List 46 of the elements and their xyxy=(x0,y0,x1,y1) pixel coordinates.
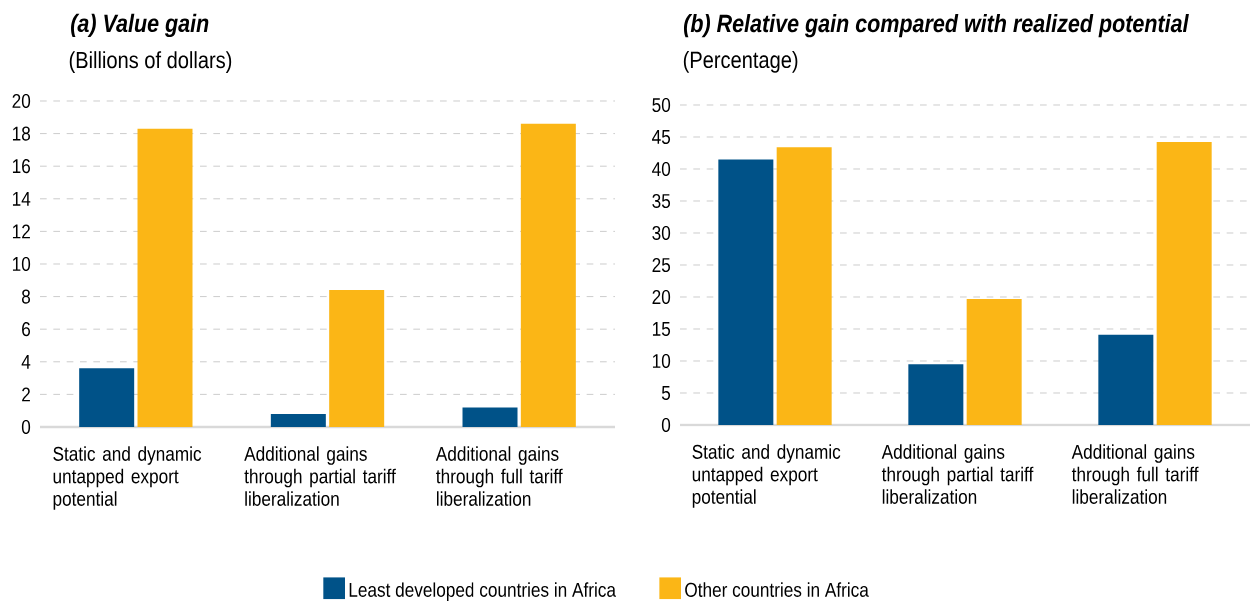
y-tick-label: 20 xyxy=(652,289,671,305)
bar xyxy=(462,407,518,427)
y-tick-label: 45 xyxy=(652,130,671,144)
x-tick-label: Additional gains through full tariff liberalization xyxy=(435,446,563,506)
y-tick-label: 8 xyxy=(21,289,31,304)
y-tick-label: 2 xyxy=(22,387,30,402)
bar xyxy=(270,413,326,427)
y-tick-label: 50 xyxy=(652,97,671,113)
x-tick-label: Additional gains through partial tariff liberalization xyxy=(881,444,1034,504)
y-tick-label: 14 xyxy=(12,191,31,206)
y-tick-label: 5 xyxy=(661,386,671,400)
bar xyxy=(908,364,964,425)
bar xyxy=(776,147,832,425)
y-tick-label: 15 xyxy=(652,322,671,336)
x-tick-label: Additional gains through full tariff liberalization xyxy=(1071,444,1199,504)
y-tick-label: 10 xyxy=(12,256,31,272)
y-tick-label: 0 xyxy=(661,417,671,433)
y-tick-label: 25 xyxy=(652,257,671,273)
chart-subtitle: (Billions of dollars) xyxy=(69,51,232,73)
y-tick-label: 0 xyxy=(21,419,31,435)
y-tick-label: 16 xyxy=(12,159,31,174)
x-tick-label: Static and dynamic untapped export potential xyxy=(692,444,841,508)
y-tick-label: 18 xyxy=(12,126,31,141)
legend-label: Least developed countries in Africa xyxy=(349,582,616,601)
chart-subtitle: (Percentage) xyxy=(683,50,798,73)
y-tick-label: 4 xyxy=(21,354,31,369)
y-tick-label: 20 xyxy=(12,93,31,109)
y-tick-label: 35 xyxy=(652,193,671,209)
bar xyxy=(966,298,1022,425)
chart-title: (b) Relative gain compared with realized potential xyxy=(683,13,1189,38)
x-tick-label: Static and dynamic untapped export potential xyxy=(53,446,202,510)
y-tick-label: 40 xyxy=(652,161,671,177)
bar xyxy=(1098,334,1154,425)
bar xyxy=(137,128,193,427)
bar xyxy=(79,368,135,427)
bar xyxy=(520,123,576,427)
bar xyxy=(329,290,385,427)
bar xyxy=(1156,142,1212,425)
y-tick-label: 10 xyxy=(652,353,671,369)
y-tick-label: 12 xyxy=(12,224,30,239)
bar xyxy=(718,159,774,425)
x-tick-label: Additional gains through partial tariff liberalization xyxy=(244,446,396,506)
y-tick-label: 6 xyxy=(22,322,31,337)
y-tick-label: 30 xyxy=(652,225,671,241)
legend-label: Other countries in Africa xyxy=(685,582,869,597)
chart-title: (a) Value gain xyxy=(71,13,209,38)
